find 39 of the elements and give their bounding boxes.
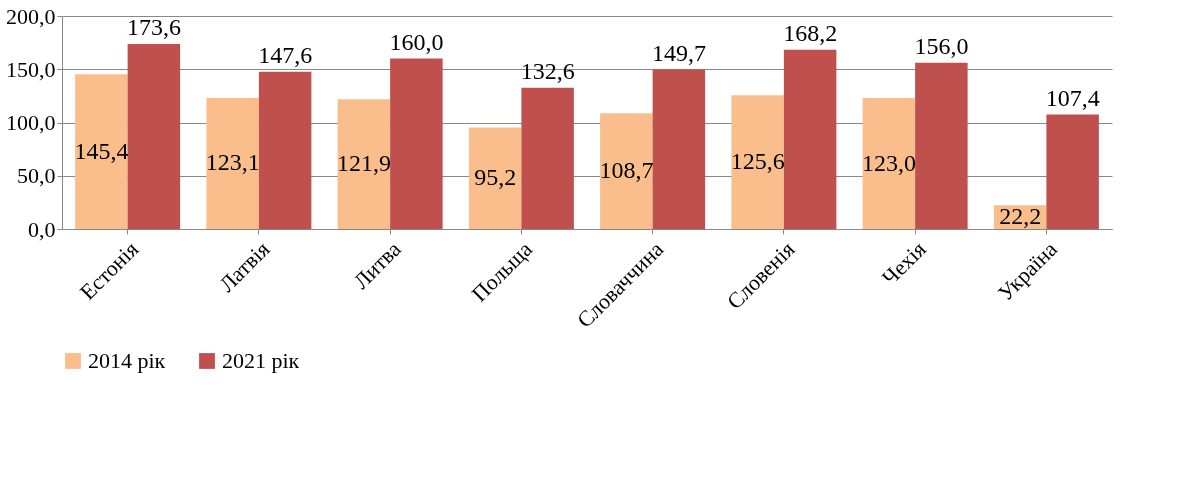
bar <box>127 44 181 229</box>
data-label: 123,0 <box>861 149 916 176</box>
y-tick-label: 0,0 <box>28 216 56 242</box>
data-label: 95,2 <box>474 164 517 191</box>
bar <box>783 49 837 229</box>
data-label: 149,7 <box>651 39 706 66</box>
bar <box>652 69 706 229</box>
data-label: 121,9 <box>336 150 391 177</box>
y-tick-label: 150,0 <box>6 56 56 82</box>
y-tick-label: 200,0 <box>6 3 56 29</box>
bar <box>521 87 574 229</box>
data-label: 123,1 <box>205 149 260 176</box>
data-label: 168,2 <box>783 19 838 46</box>
y-tick-label: 100,0 <box>6 110 56 135</box>
data-label: 107,4 <box>1045 84 1100 111</box>
bar <box>337 99 391 229</box>
data-label: 132,6 <box>520 57 575 84</box>
bar <box>258 71 312 229</box>
bar <box>75 74 128 229</box>
bar <box>731 95 784 229</box>
legend-label: 2014 рік <box>88 348 166 373</box>
bar <box>600 113 653 229</box>
bar <box>206 97 259 229</box>
data-label: 156,0 <box>914 32 969 59</box>
x-tick-label: Чехія <box>876 236 931 291</box>
data-label: 125,6 <box>730 148 785 175</box>
bar <box>1046 114 1099 229</box>
data-label: 145,4 <box>74 137 129 164</box>
data-label: 147,6 <box>258 41 313 68</box>
data-label: 173,6 <box>126 14 181 41</box>
data-label: 108,7 <box>599 157 654 184</box>
y-tick-label: 50,0 <box>17 163 56 189</box>
bar <box>390 58 443 229</box>
legend-label: 2021 рік <box>222 348 300 373</box>
data-label: 160,0 <box>389 28 444 55</box>
data-label: 22,2 <box>999 203 1042 230</box>
bar <box>915 62 968 229</box>
bar <box>862 98 916 229</box>
bar <box>468 127 522 229</box>
